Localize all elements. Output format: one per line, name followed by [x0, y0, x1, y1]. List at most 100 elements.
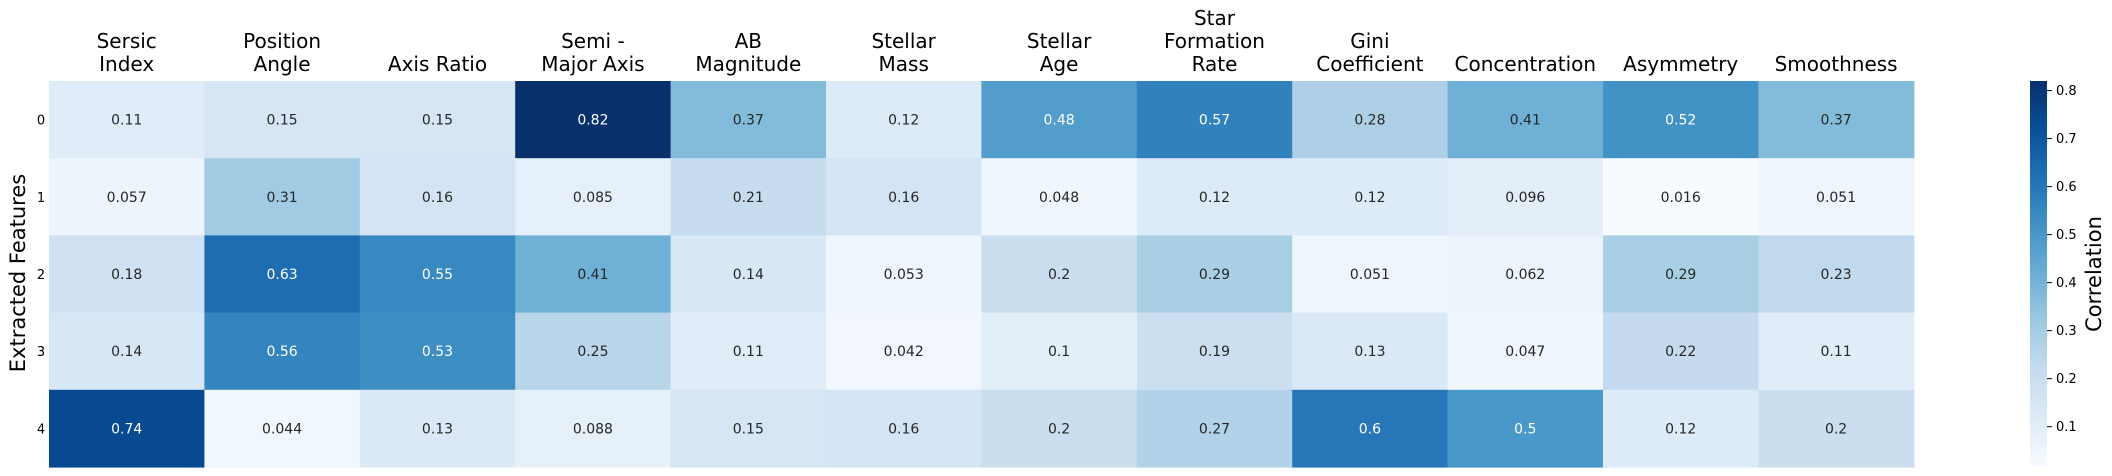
heatmap-cell	[826, 158, 982, 236]
x-tick-label: Stellar Mass	[871, 29, 936, 76]
x-tick-label: Gini Coefficient	[1316, 29, 1423, 76]
cell-value-label: 0.14	[111, 344, 142, 360]
cell-value-label: 0.25	[577, 344, 608, 360]
cell-value-label: 0.062	[1505, 267, 1545, 283]
colorbar-tick-label: 0.3	[2056, 324, 2077, 339]
cell-value-label: 0.52	[1665, 113, 1696, 129]
cell-value-label: 0.28	[1354, 113, 1385, 129]
heatmap-cell	[204, 389, 361, 468]
cell-value-label: 0.042	[884, 344, 924, 360]
heatmap-cell	[204, 312, 361, 391]
colorbar-ticks: 0.1 0.2 0.3 0.4 0.5 0.6 0.7 0.8	[2047, 84, 2077, 435]
cell-value-label: 0.11	[111, 113, 142, 129]
cell-value-label: 0.11	[733, 344, 764, 360]
heatmap-cell	[1758, 235, 1915, 314]
cell-value-label: 0.16	[888, 190, 919, 206]
cell-value-label: 0.74	[111, 421, 142, 437]
heatmap-cell	[670, 312, 827, 391]
heatmap-cell	[49, 235, 205, 314]
colorbar-tick-label: 0.7	[2056, 132, 2077, 147]
heatmap-cell	[49, 389, 205, 468]
cell-value-label: 0.6	[1359, 421, 1381, 437]
cell-value-label: 0.41	[1510, 113, 1541, 129]
cell-value-label: 0.21	[733, 190, 764, 206]
cell-value-label: 0.15	[422, 113, 453, 129]
cell-value-label: 0.31	[267, 190, 298, 206]
heatmap-cell	[359, 389, 516, 468]
heatmap-cell	[1758, 389, 1915, 468]
cell-value-label: 0.57	[1199, 113, 1230, 129]
heatmap-cell	[1603, 312, 1759, 391]
cell-value-label: 0.11	[1821, 344, 1852, 360]
heatmap-cell	[826, 312, 982, 391]
heatmap-cell	[515, 158, 672, 236]
cell-value-label: 0.096	[1505, 190, 1545, 206]
cell-value-label: 0.53	[422, 344, 453, 360]
cell-value-label: 0.051	[1350, 267, 1390, 283]
cell-value-label: 0.12	[1354, 190, 1385, 206]
heatmap-cell	[826, 389, 982, 468]
heatmap-cell	[1292, 235, 1449, 314]
colorbar-tick-label: 0.4	[2056, 276, 2077, 291]
heatmap-cell	[515, 235, 672, 314]
heatmap-cell	[1447, 235, 1604, 314]
heatmap-cell	[1447, 389, 1604, 468]
heatmap-cell	[1292, 81, 1449, 159]
x-tick-label: Smoothness	[1775, 52, 1898, 76]
cell-value-label: 0.16	[888, 421, 919, 437]
cell-value-label: 0.27	[1199, 421, 1230, 437]
cell-value-label: 0.63	[267, 267, 298, 283]
heatmap-cells	[49, 81, 1915, 468]
heatmap-cell	[1136, 389, 1293, 468]
heatmap-cell	[204, 235, 361, 314]
heatmap-cell	[1603, 81, 1759, 159]
heatmap-cell	[670, 235, 827, 314]
heatmap-cell	[1136, 235, 1293, 314]
cell-value-label: 0.016	[1661, 190, 1701, 206]
heatmap-cell	[359, 158, 516, 236]
heatmap-cell	[981, 389, 1138, 468]
y-axis-title: Extracted Features	[6, 174, 30, 372]
x-axis-tick-labels: Sersic Index Position Angle Axis Ratio Semi -…	[97, 6, 1898, 76]
heatmap-cell	[1603, 235, 1759, 314]
cell-value-label: 0.5	[1514, 421, 1536, 437]
heatmap-cell	[826, 235, 982, 314]
cell-value-label: 0.82	[577, 113, 608, 129]
heatmap-cell	[1136, 81, 1293, 159]
heatmap-cell	[1292, 312, 1449, 391]
cell-value-label: 0.044	[262, 421, 302, 437]
heatmap-cell	[1447, 81, 1604, 159]
colorbar-tick-label: 0.5	[2056, 228, 2077, 243]
heatmap-cell	[1447, 312, 1604, 391]
cell-value-label: 0.053	[884, 267, 924, 283]
x-tick-label: Star Formation Rate	[1164, 6, 1265, 76]
cell-value-label: 0.051	[1816, 190, 1856, 206]
colorbar-tick-label: 0.6	[2056, 180, 2077, 195]
colorbar-title: Correlation	[2082, 216, 2106, 332]
heatmap-cell	[204, 158, 361, 236]
cell-value-label: 0.057	[107, 190, 147, 206]
heatmap-cell	[1447, 158, 1604, 236]
cell-value-label: 0.2	[1825, 421, 1847, 437]
heatmap-cell	[1136, 312, 1293, 391]
heatmap-cell	[359, 235, 516, 314]
heatmap-cell	[1292, 158, 1449, 236]
y-tick-label: 2	[37, 268, 45, 283]
cell-value-label: 0.13	[422, 421, 453, 437]
cell-value-label: 0.085	[573, 190, 613, 206]
heatmap-cell	[515, 389, 672, 468]
heatmap-cell	[1603, 389, 1759, 468]
cell-value-label: 0.55	[422, 267, 453, 283]
cell-value-label: 0.15	[733, 421, 764, 437]
heatmap-cell	[981, 158, 1138, 236]
cell-value-label: 0.1	[1048, 344, 1070, 360]
cell-value-label: 0.37	[1821, 113, 1852, 129]
heatmap-cell	[49, 158, 205, 236]
cell-value-label: 0.41	[577, 267, 608, 283]
y-tick-label: 0	[37, 114, 45, 129]
heatmap-cell	[49, 81, 205, 159]
x-tick-label: Semi -Major Axis	[541, 29, 644, 76]
cell-value-label: 0.37	[733, 113, 764, 129]
